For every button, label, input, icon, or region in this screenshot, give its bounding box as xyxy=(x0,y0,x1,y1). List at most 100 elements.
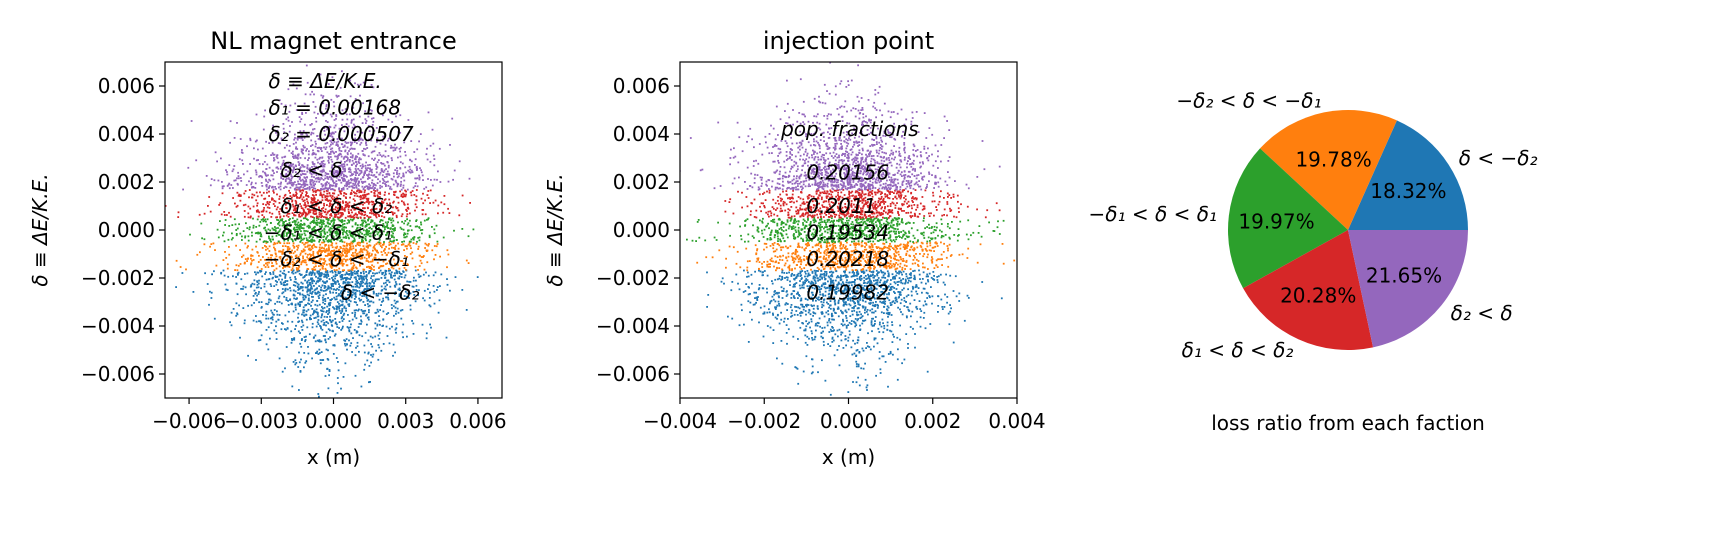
data-point xyxy=(338,187,341,190)
data-point xyxy=(335,206,337,209)
data-point xyxy=(322,310,325,313)
data-point xyxy=(397,247,400,250)
data-point xyxy=(231,224,234,226)
data-point xyxy=(336,171,339,174)
data-point xyxy=(899,302,902,305)
data-point xyxy=(333,163,335,166)
data-point xyxy=(345,259,347,261)
data-point xyxy=(364,164,367,167)
data-point xyxy=(357,152,360,155)
data-point xyxy=(309,249,312,252)
data-point xyxy=(308,208,310,211)
data-point xyxy=(307,284,309,286)
data-point xyxy=(344,285,347,288)
data-point xyxy=(265,220,267,223)
data-point xyxy=(431,184,434,187)
data-point xyxy=(334,216,337,218)
data-point xyxy=(357,188,360,191)
data-point xyxy=(386,262,389,265)
data-point xyxy=(371,260,374,263)
data-point xyxy=(331,244,333,246)
data-point xyxy=(291,121,293,123)
data-point xyxy=(849,298,852,301)
data-point xyxy=(832,298,835,301)
data-point xyxy=(337,202,340,204)
data-point xyxy=(352,233,354,236)
data-point xyxy=(235,233,238,235)
data-point xyxy=(353,194,356,197)
data-point xyxy=(341,176,343,179)
data-point xyxy=(271,227,274,230)
data-point xyxy=(324,187,327,190)
data-point xyxy=(380,206,383,208)
data-point xyxy=(287,271,290,273)
data-point xyxy=(324,183,327,185)
data-point xyxy=(388,173,390,175)
data-point xyxy=(276,157,279,160)
data-point xyxy=(414,269,417,272)
data-point xyxy=(345,185,348,188)
data-point xyxy=(339,161,341,164)
data-point xyxy=(346,182,348,184)
data-point xyxy=(414,182,417,185)
data-point xyxy=(388,281,391,284)
data-point xyxy=(322,301,324,304)
data-point xyxy=(429,305,432,308)
data-point xyxy=(871,311,873,314)
data-point xyxy=(349,141,352,144)
data-point xyxy=(307,168,310,171)
data-point xyxy=(293,227,295,230)
data-point xyxy=(255,273,257,276)
data-point xyxy=(339,201,342,204)
data-point xyxy=(352,262,355,265)
data-point xyxy=(399,226,402,229)
data-point xyxy=(351,218,354,221)
data-point xyxy=(320,250,322,252)
data-point xyxy=(268,185,271,187)
data-point xyxy=(373,244,376,247)
data-point xyxy=(472,228,475,231)
data-point xyxy=(428,236,431,239)
data-point xyxy=(404,154,407,157)
data-point xyxy=(388,342,391,345)
data-point xyxy=(314,262,317,265)
data-point xyxy=(278,295,281,298)
data-point xyxy=(403,179,406,182)
data-point xyxy=(332,171,335,173)
data-point xyxy=(308,209,311,212)
data-point xyxy=(242,307,245,309)
data-point xyxy=(371,280,374,283)
data-point xyxy=(370,260,372,263)
data-point xyxy=(422,202,425,205)
data-point xyxy=(263,207,265,209)
data-point xyxy=(338,237,341,239)
data-point xyxy=(209,184,212,187)
data-point xyxy=(236,204,239,207)
data-point xyxy=(413,151,416,153)
data-point xyxy=(396,185,399,188)
data-point xyxy=(251,186,253,189)
data-point xyxy=(300,273,303,276)
data-point xyxy=(418,254,421,257)
data-point xyxy=(354,156,357,159)
data-point xyxy=(332,137,335,140)
data-point xyxy=(354,285,357,288)
data-point xyxy=(420,262,423,265)
data-point xyxy=(290,175,293,178)
data-point xyxy=(424,247,426,249)
data-point xyxy=(331,219,334,222)
data-point xyxy=(372,292,375,295)
data-point xyxy=(341,188,343,190)
data-point xyxy=(307,302,309,305)
data-point xyxy=(229,321,231,324)
data-point xyxy=(386,170,389,173)
data-point xyxy=(300,223,302,225)
data-point xyxy=(321,296,324,299)
data-point xyxy=(916,320,918,323)
data-point xyxy=(290,169,293,171)
data-point xyxy=(851,353,854,356)
data-point xyxy=(285,214,288,217)
data-point xyxy=(273,309,276,311)
data-point xyxy=(358,322,361,325)
data-point xyxy=(292,284,295,286)
